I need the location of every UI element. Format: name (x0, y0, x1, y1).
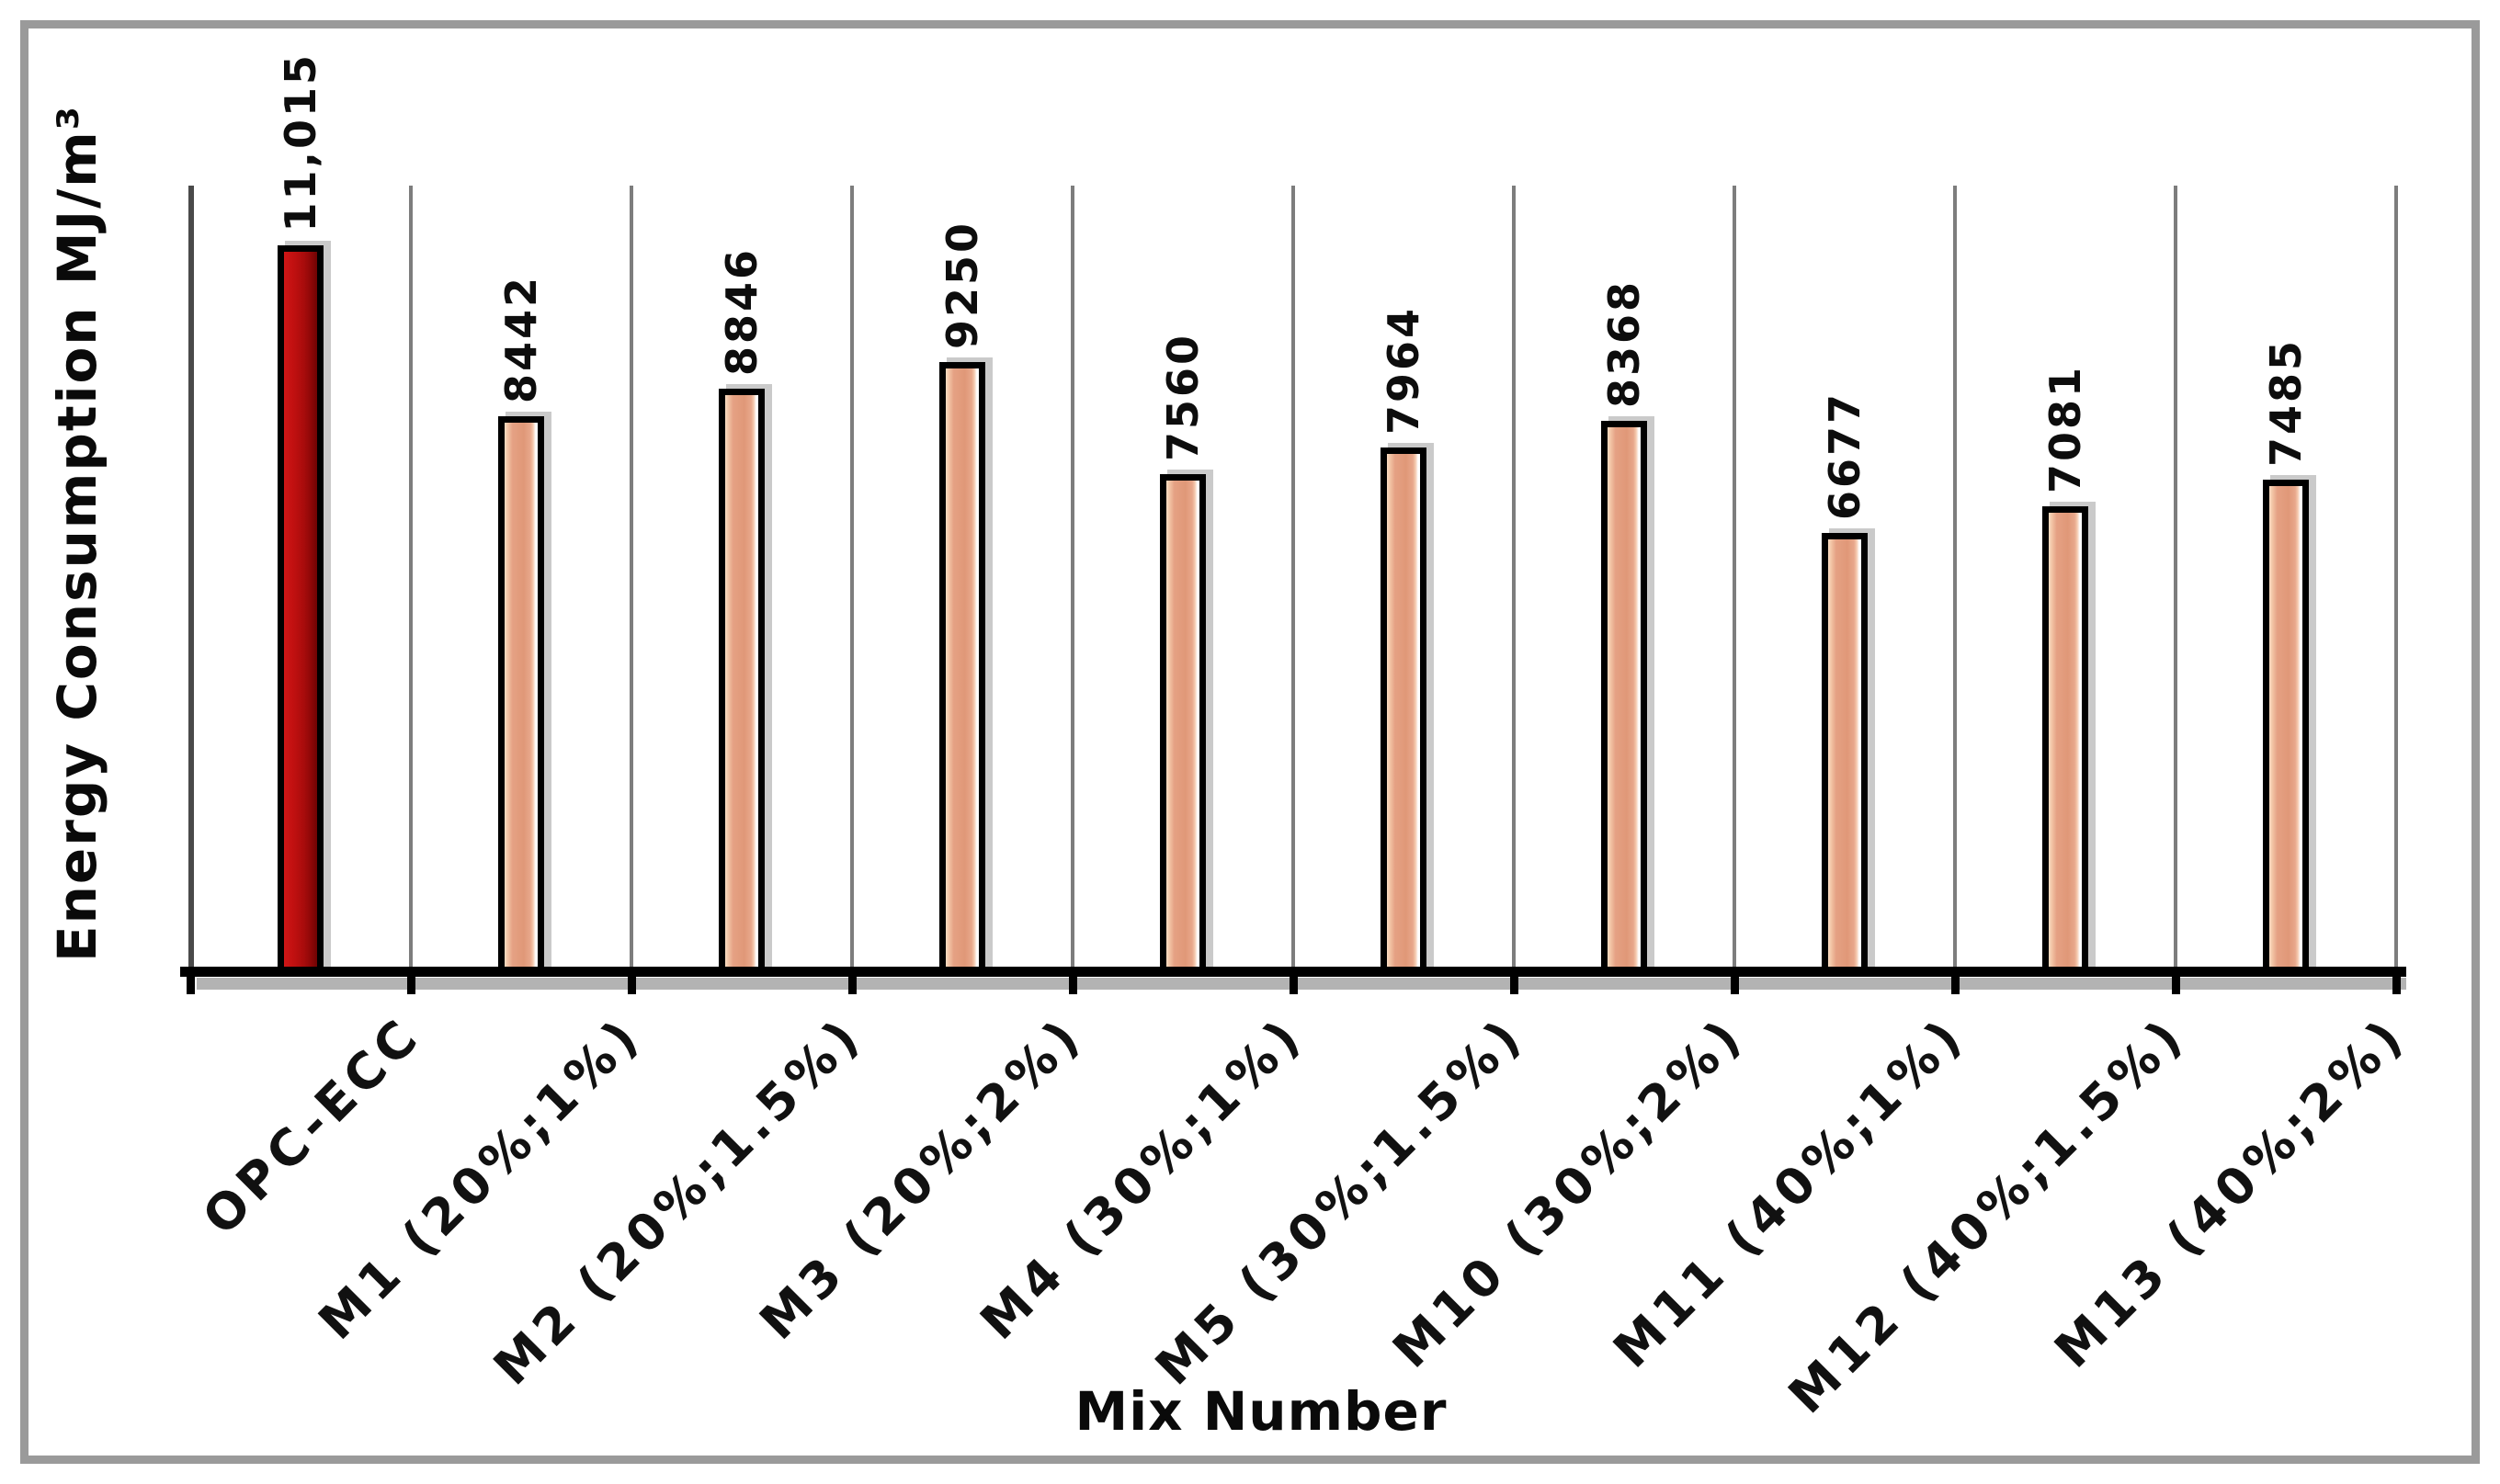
x-axis-tick (1510, 968, 1518, 994)
category-gridline (850, 186, 854, 971)
x-axis-tick (848, 968, 857, 994)
bar-value-label: 9250 (938, 220, 987, 349)
bar-value-label: 8846 (717, 246, 767, 376)
bar-value-label: 8368 (1599, 278, 1649, 408)
bar (1601, 421, 1647, 976)
x-axis-tick (1290, 968, 1298, 994)
category-gridline (630, 186, 633, 971)
bar-value-label: 7964 (1379, 305, 1428, 435)
x-axis-tick (1951, 968, 1960, 994)
category-gridline (1291, 186, 1295, 971)
bar (2263, 480, 2309, 976)
x-axis-tick (628, 968, 636, 994)
x-axis-tick (2392, 968, 2401, 994)
bar (1160, 474, 1206, 976)
category-gridline (1733, 186, 1736, 971)
x-axis-shadow (197, 978, 2406, 990)
x-axis-tick (2172, 968, 2180, 994)
y-axis-title: Energy Consumption MJ/m³ (46, 104, 108, 962)
bar (939, 362, 985, 976)
x-axis-tick (187, 968, 195, 994)
x-axis-title: Mix Number (1074, 1380, 1448, 1443)
bar-value-label: 11,015 (276, 52, 325, 232)
category-gridline (2174, 186, 2177, 971)
bar (719, 389, 765, 976)
x-axis-tick (1069, 968, 1077, 994)
x-axis-tick (407, 968, 415, 994)
bar-value-label: 7081 (2040, 364, 2090, 493)
y-axis-line (188, 186, 194, 971)
bar (278, 245, 324, 976)
category-gridline (1512, 186, 1516, 971)
bar (1822, 533, 1868, 976)
category-gridline (409, 186, 413, 971)
bar-value-label: 7485 (2261, 337, 2311, 467)
x-axis-tick (1731, 968, 1739, 994)
category-gridline (1071, 186, 1074, 971)
bar (1381, 447, 1426, 976)
bar-value-label: 6677 (1820, 391, 1869, 520)
bar (2042, 506, 2088, 976)
category-gridline (1953, 186, 1957, 971)
bar (498, 416, 544, 976)
bar-value-label: 7560 (1158, 332, 1208, 461)
bar-value-label: 8442 (496, 274, 546, 403)
category-gridline (2394, 186, 2398, 971)
